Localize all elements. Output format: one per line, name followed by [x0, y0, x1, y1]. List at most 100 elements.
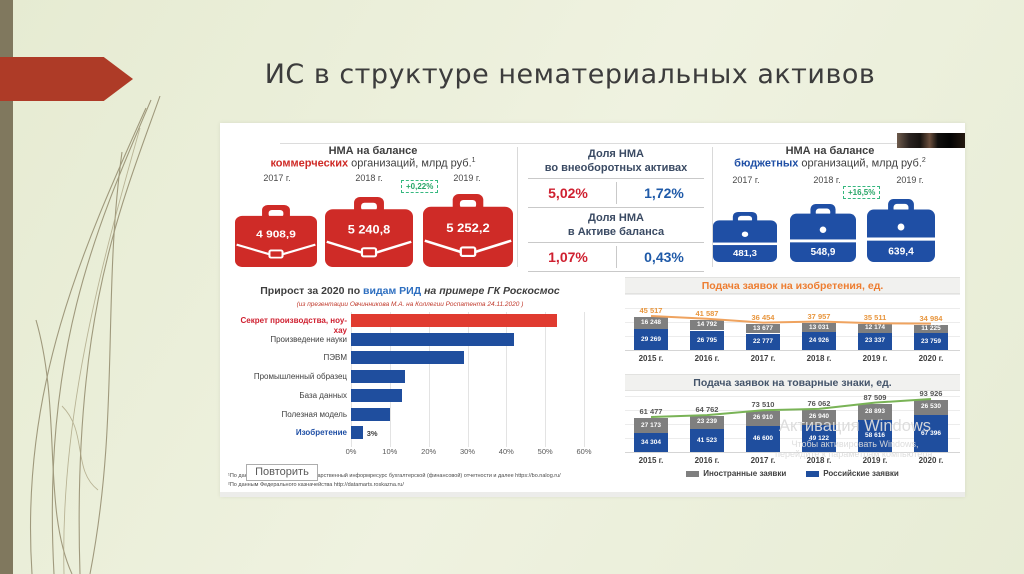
- year-label: 2020 г.: [918, 456, 944, 465]
- embedded-slide-panel: НМА на балансе коммерческих организаций,…: [220, 123, 965, 497]
- year-label: 2019 г.: [862, 354, 888, 363]
- segment-russian: 58 616: [858, 419, 892, 452]
- gridline: [625, 438, 960, 439]
- legend-label-foreign: Иностранные заявки: [703, 469, 787, 478]
- rid-row-0: Секрет производства, ноу-хау 53%: [228, 314, 598, 335]
- rid-axis-tick: 20%: [421, 447, 437, 456]
- segment-value: 27 173: [641, 422, 661, 429]
- rid-axis-tick: 30%: [459, 447, 475, 456]
- gridline: [625, 424, 960, 425]
- rid-bar: [351, 388, 402, 402]
- rid-category-label: База данных: [299, 390, 347, 400]
- svg-text:4 908,9: 4 908,9: [256, 229, 296, 240]
- share-balance-commercial: 1,07%: [548, 249, 588, 265]
- briefcase-icon: 5 252,2: [423, 194, 513, 267]
- total-label: 45 517: [639, 306, 663, 315]
- share-balance-budget: 0,43%: [644, 249, 684, 265]
- panel-top-divider: [280, 143, 965, 144]
- svg-text:5 240,8: 5 240,8: [348, 223, 391, 236]
- rid-axis-tick: 0%: [345, 447, 357, 456]
- total-label: 76 062: [807, 398, 831, 408]
- commercial-title-rest: организаций, млрд руб.: [348, 157, 472, 170]
- rid-x-axis: 0% 10% 20% 30% 40% 50% 60%: [346, 447, 592, 457]
- commercial-title-line2: коммерческих организаций, млрд руб.1: [228, 157, 518, 170]
- segment-value: 67 396: [921, 429, 941, 437]
- share-noncurrent-budget: 1,72%: [644, 185, 684, 201]
- budget-year-2017: 2017 г.: [732, 175, 760, 185]
- segment-foreign: 14 792: [690, 319, 724, 331]
- rid-axis-tick: 50%: [537, 447, 553, 456]
- segment-value: 12 174: [865, 324, 885, 332]
- slide-left-edge-bar: [0, 0, 13, 574]
- segment-value: 24 926: [809, 336, 829, 344]
- budget-title-highlight: бюджетных: [734, 157, 799, 170]
- segment-russian: 46 600: [746, 426, 780, 452]
- footnote-marker: 2: [921, 157, 926, 164]
- rid-bar-chart: Секрет производства, ноу-хау 53% Произве…: [228, 312, 598, 459]
- gridline: [625, 294, 960, 295]
- trademarks-stacked-chart: 27 173 34 304 61 477 2015 г. 23 239 41 52…: [625, 389, 960, 469]
- year-label: 2015 г.: [638, 456, 664, 465]
- replay-button[interactable]: Повторить: [246, 464, 318, 481]
- budget-title-line2: бюджетных организаций, млрд руб.2: [695, 157, 965, 170]
- rid-row-3: Промышленный образец 14%: [228, 370, 598, 384]
- segment-value: 46 600: [753, 435, 773, 443]
- segment-russian: 24 926: [802, 331, 836, 350]
- segment-russian: 34 304: [634, 433, 668, 452]
- shares-block2-line1: Доля НМА: [588, 212, 644, 224]
- total-label: 41 587: [695, 308, 719, 318]
- svg-text:481,3: 481,3: [733, 248, 757, 257]
- commercial-title-line1: НМА на балансе: [328, 145, 418, 157]
- rid-bar: [351, 351, 464, 365]
- segment-foreign: 12 174: [858, 324, 892, 334]
- segment-russian: 23 337: [858, 333, 892, 350]
- footnote-2-text: ²По данным Федерального казначейства htt…: [228, 481, 404, 488]
- segment-value: 16 248: [641, 319, 661, 326]
- rid-axis-tick: 40%: [498, 447, 514, 456]
- rid-row-1: Произведение науки 42%: [228, 332, 598, 346]
- legend-swatch-russian: [806, 470, 820, 477]
- rid-category-label: Изобретение: [295, 428, 347, 438]
- rid-category-label: Полезная модель: [281, 409, 347, 419]
- segment-foreign: 26 530: [914, 400, 948, 415]
- rid-row-2: ПЭВМ 29%: [228, 351, 598, 365]
- axis-line: [625, 452, 960, 453]
- rid-title-suffix: на примере ГК Роскосмос: [421, 285, 560, 297]
- year-label: 2018 г.: [806, 456, 832, 465]
- budget-growth-badge: +16,5%: [843, 186, 881, 199]
- rid-category-label: Промышленный образец: [253, 372, 347, 382]
- budget-year-2019: 2019 г.: [896, 175, 924, 185]
- segment-foreign: 16 248: [634, 317, 668, 329]
- total-label: 73 510: [751, 400, 775, 410]
- divider: [528, 271, 704, 272]
- commercial-section-title: НМА на балансе коммерческих организаций,…: [228, 145, 518, 170]
- rid-category-label: ПЭВМ: [323, 353, 348, 363]
- total-label: 87 509: [863, 392, 887, 402]
- segment-value: 13 031: [809, 323, 829, 331]
- rid-bar: [351, 370, 406, 384]
- briefcase-budget-2018: 548,9: [790, 204, 856, 267]
- slide-title: ИС в структуре нематериальных активов: [264, 59, 876, 90]
- svg-text:548,9: 548,9: [811, 247, 836, 258]
- segment-value: 23 239: [697, 418, 717, 426]
- briefcase-budget-2019: 639,4: [867, 199, 935, 267]
- segment-russian: 23 759: [914, 332, 948, 350]
- total-label: 93 926: [919, 389, 943, 398]
- rid-bar: [351, 407, 390, 421]
- rid-axis-tick: 60%: [576, 447, 592, 456]
- rid-value-label: 3%: [366, 428, 378, 438]
- segment-foreign: 13 677: [746, 323, 780, 334]
- legend-item-russian: Российские заявки: [806, 469, 899, 478]
- segment-foreign: 28 893: [858, 403, 892, 420]
- briefcase-commercial-2018: 5 240,8: [325, 197, 413, 272]
- trademarks-chart-title: Подача заявок на товарные знаки, ед.: [625, 374, 960, 391]
- divider: [528, 242, 704, 243]
- commercial-year-2017: 2017 г.: [263, 173, 291, 183]
- rid-title-link[interactable]: видам РИД: [363, 285, 422, 297]
- shares-block1-title: Доля НМА во внеоборотных активах: [520, 147, 712, 175]
- inventions-chart-title: Подача заявок на изобретения, ед.: [625, 277, 960, 294]
- shares-block2-values: 1,07% 0,43%: [520, 246, 712, 268]
- briefcase-icon: 4 908,9: [235, 205, 317, 267]
- svg-text:5 252,2: 5 252,2: [446, 222, 489, 236]
- budget-year-2018: 2018 г.: [813, 175, 841, 185]
